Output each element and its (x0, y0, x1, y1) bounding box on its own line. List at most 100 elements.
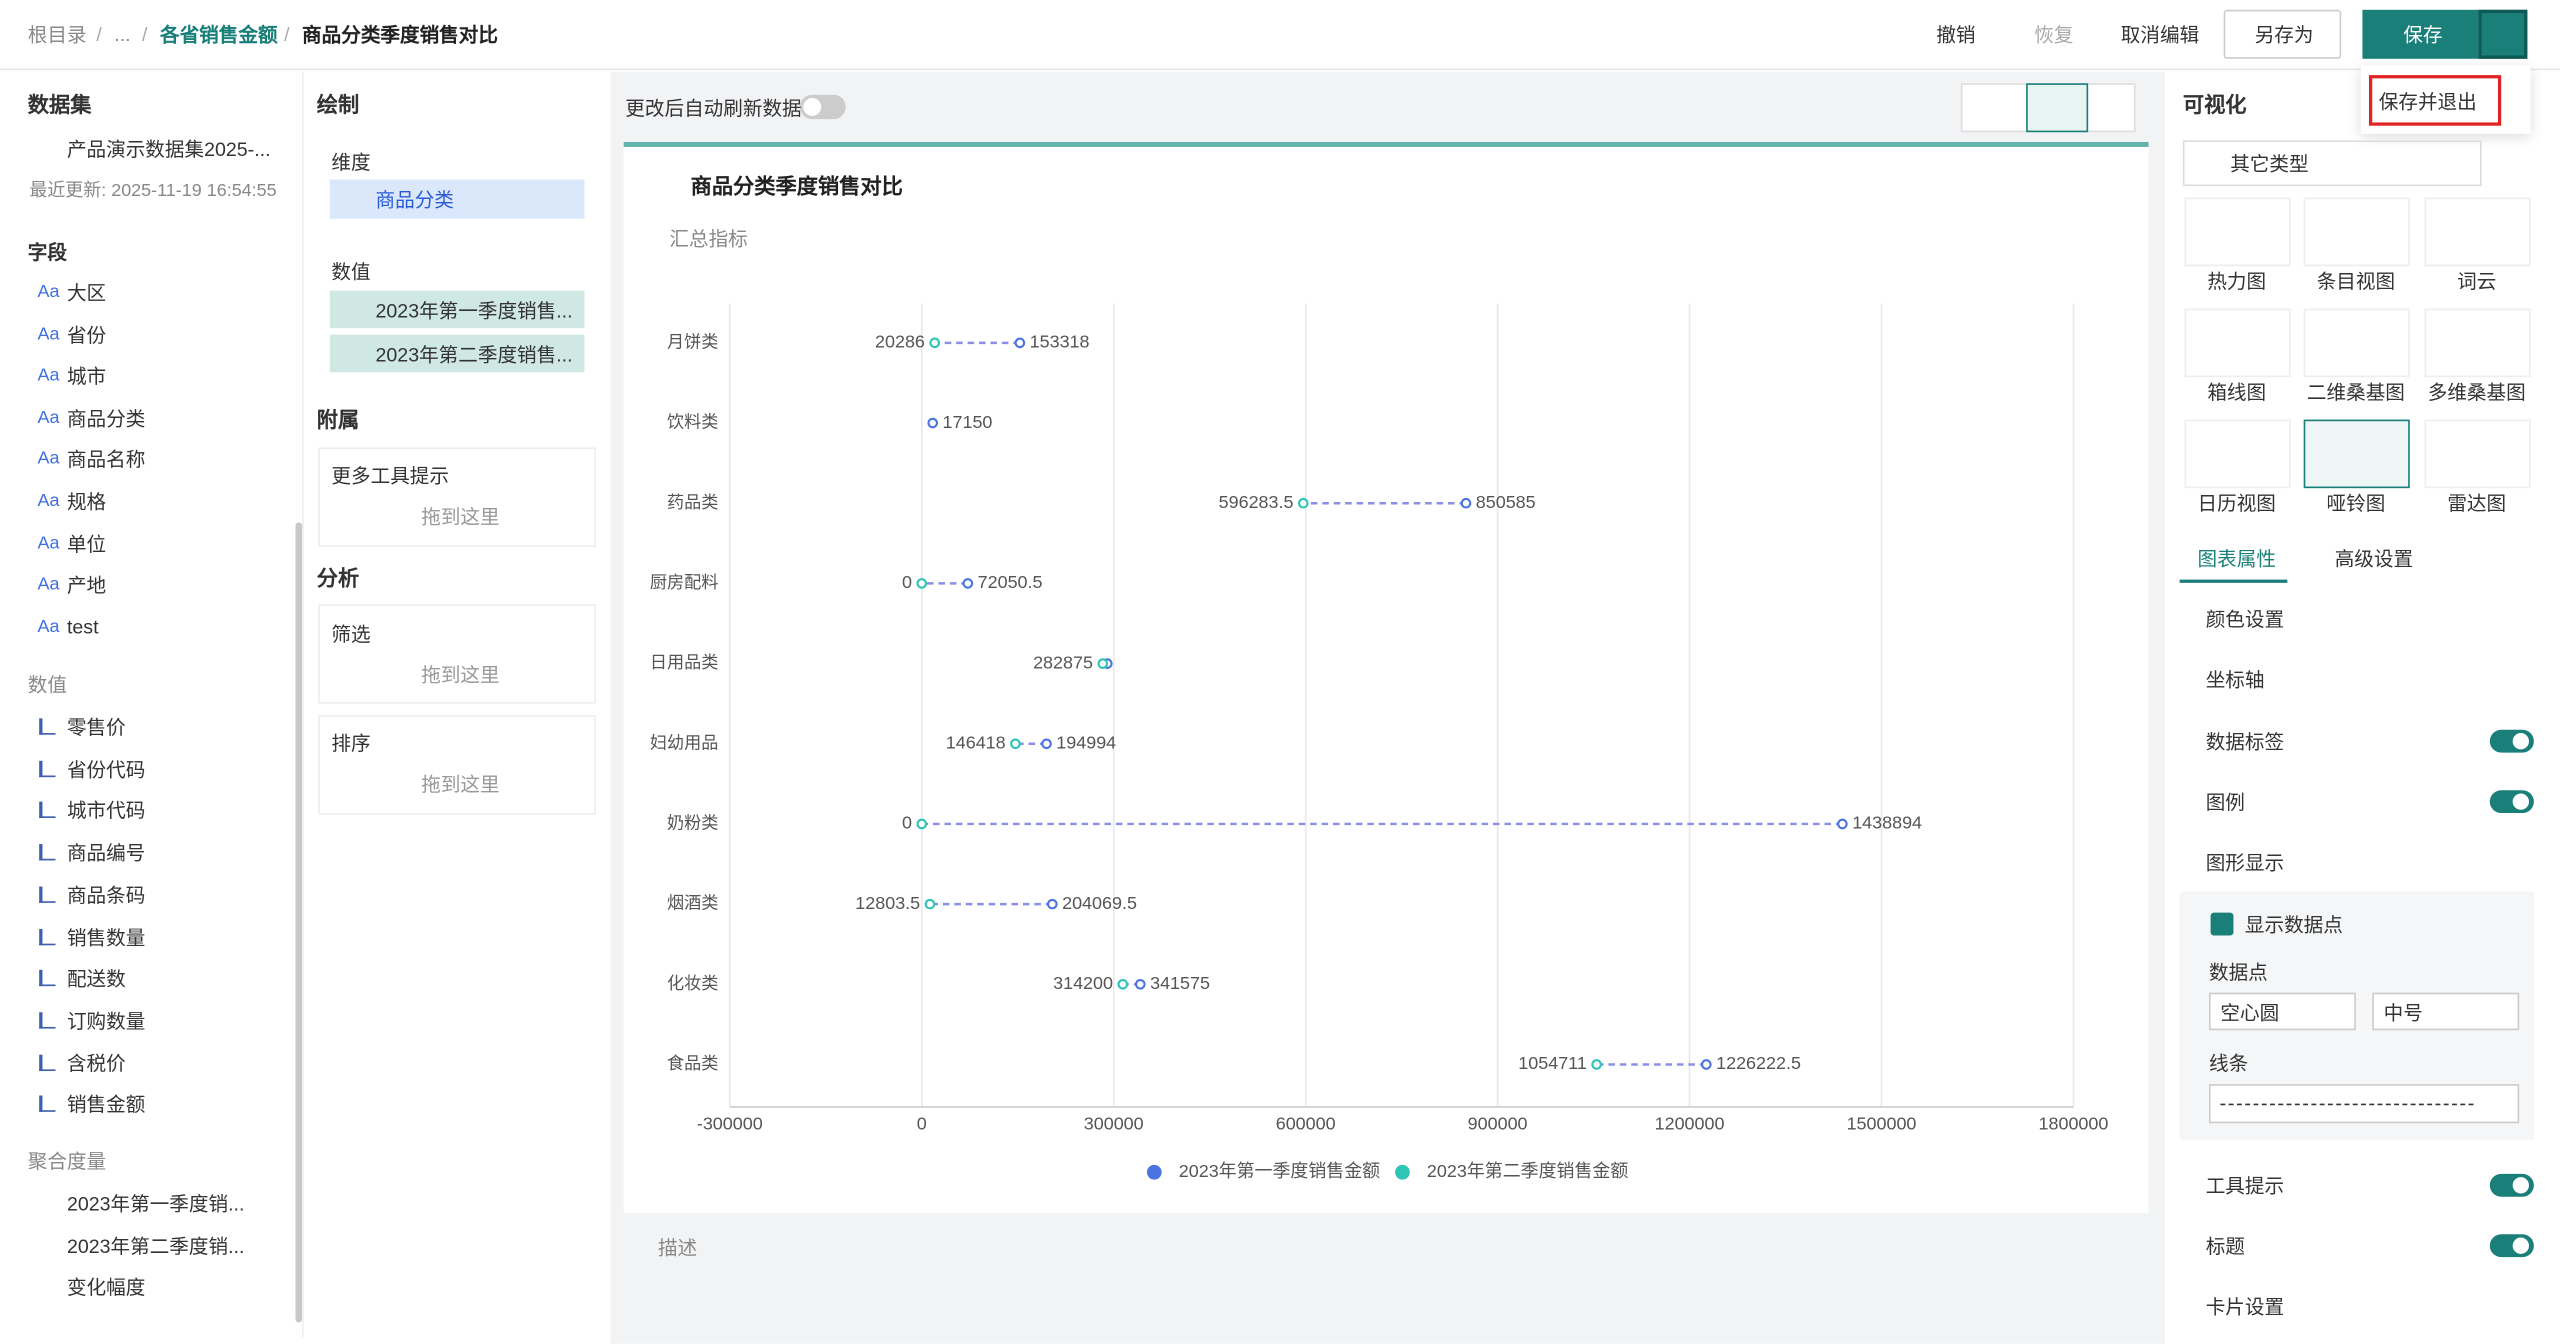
y-tick-label: 日用品类 (650, 652, 719, 672)
agg-item[interactable]: 2023年第二季度销... (66, 1234, 245, 1258)
select-value[interactable]: 中号 (2383, 1001, 2423, 1025)
x-tick-label: 0 (917, 1114, 927, 1134)
chart-type-label[interactable]: 词云 (2457, 270, 2497, 294)
chart: -300000 0 300000 600000 900000 1200000 1500000… (650, 303, 2108, 1181)
field-item[interactable]: 规格 (66, 490, 107, 514)
chart-type[interactable] (2303, 419, 2410, 489)
chart-type-label[interactable]: 雷达图 (2447, 492, 2507, 516)
section-header[interactable]: 颜色设置 (2205, 608, 2285, 632)
agg-item[interactable]: 2023年第一季度销... (66, 1192, 245, 1216)
section-header[interactable]: 图例 (2205, 790, 2245, 814)
panel-title: 可视化 (2182, 92, 2247, 117)
field-item[interactable]: 产地 (66, 574, 107, 598)
label: 排序 (331, 732, 371, 756)
toggle-label: 更改后自动刷新数据 (625, 97, 802, 120)
chart-type[interactable] (2424, 197, 2531, 267)
field-item[interactable]: 配送数 (66, 967, 126, 991)
agg-item[interactable]: 变化幅度 (66, 1276, 146, 1300)
describe-btn[interactable]: 描述 (657, 1236, 698, 1260)
field-item[interactable]: 商品名称 (66, 448, 146, 472)
chart-type-label[interactable]: 哑铃图 (2326, 492, 2386, 516)
save-as-btn[interactable] (2223, 9, 2342, 59)
chart-type-label[interactable]: 箱线图 (2207, 381, 2267, 405)
drop-zone (318, 447, 596, 547)
field-item[interactable]: 省份 (66, 323, 107, 347)
field-item[interactable]: 大区 (66, 281, 107, 305)
action-btn[interactable]: 恢复 (2034, 23, 2074, 47)
chart-view-btn[interactable] (2026, 83, 2089, 133)
toggle-knob (803, 97, 822, 116)
section-header[interactable]: 标题 (2205, 1235, 2245, 1259)
field-item[interactable]: 商品分类 (66, 407, 146, 430)
tab[interactable]: 图表属性 (2197, 547, 2276, 571)
field-item[interactable]: 单位 (66, 532, 107, 556)
breadcrumb[interactable]: ... (114, 22, 131, 46)
field-item[interactable]: 订购数量 (66, 1009, 146, 1033)
field-item[interactable]: 省份代码 (66, 757, 146, 781)
measure-icon (39, 760, 56, 777)
section-header[interactable]: 数据标签 (2205, 729, 2285, 753)
y-tick-label: 厨房配料 (650, 572, 719, 592)
breadcrumb[interactable]: 根目录 (27, 23, 87, 47)
chart-type-label[interactable]: 条目视图 (2316, 270, 2396, 294)
chart-type-label[interactable]: 多维桑基图 (2427, 381, 2526, 405)
chart-type-label[interactable]: 热力图 (2207, 270, 2267, 294)
save-dropdown[interactable] (2478, 9, 2528, 59)
summary-btn[interactable]: 汇总指标 (669, 227, 748, 251)
field-item[interactable]: 销售数量 (66, 925, 146, 949)
action-btn[interactable]: 另存为 (2254, 23, 2314, 47)
breadcrumb: 商品分类季度销售对比 (302, 23, 498, 47)
section-header[interactable]: 卡片设置 (2205, 1296, 2285, 1320)
field-item[interactable]: 销售金额 (66, 1093, 146, 1117)
field-item[interactable]: 零售价 (66, 715, 126, 739)
select-value[interactable]: 其它类型 (2230, 152, 2309, 176)
dataset-name[interactable]: 产品演示数据集2025-... (66, 137, 271, 161)
drop-hint: 拖到这里 (421, 505, 500, 529)
chart-type[interactable] (2424, 308, 2531, 378)
field-item[interactable]: 城市代码 (66, 799, 146, 823)
chart-type[interactable] (2184, 308, 2291, 378)
chart-type[interactable] (2184, 197, 2291, 267)
field-item[interactable]: 商品条码 (66, 883, 146, 907)
data-label: 0 (902, 572, 912, 592)
chart-type[interactable] (2303, 197, 2410, 267)
section-header[interactable]: 工具提示 (2205, 1174, 2285, 1198)
tab[interactable]: 高级设置 (2334, 547, 2414, 571)
save-btn[interactable] (2362, 9, 2479, 59)
data-label: 0 (902, 813, 912, 833)
val-chip[interactable]: 2023年第一季度销售... (375, 299, 573, 323)
legend-label: 2023年第一季度销售金额 (1179, 1161, 1380, 1181)
data-label: 282875 (1033, 652, 1093, 672)
action-btn[interactable]: 取消编辑 (2120, 23, 2200, 47)
select-value[interactable]: 空心圆 (2220, 1001, 2280, 1025)
save-label[interactable]: 保存 (2403, 23, 2443, 47)
separator: / (96, 22, 102, 46)
menu-item[interactable]: 保存并退出 (2378, 90, 2477, 114)
chart-card (623, 142, 2149, 1214)
data-point (924, 898, 936, 910)
chart-type[interactable] (2424, 419, 2531, 489)
section-header[interactable]: 坐标轴 (2205, 669, 2265, 692)
select[interactable] (2372, 992, 2520, 1031)
chart-type-label[interactable]: 二维桑基图 (2306, 381, 2405, 405)
data-label: 341575 (1150, 973, 1210, 993)
chart-type[interactable] (2184, 419, 2291, 489)
data-point (1047, 898, 1058, 910)
select[interactable] (2208, 992, 2356, 1031)
action-btn[interactable]: 撤销 (1936, 23, 1976, 47)
breadcrumb[interactable]: 各省销售金额 (159, 23, 278, 47)
field-item[interactable]: 含税价 (66, 1051, 126, 1075)
field-item[interactable]: 商品编号 (66, 841, 146, 865)
chart-type-label[interactable]: 日历视图 (2197, 492, 2276, 516)
chart-type[interactable] (2303, 308, 2410, 378)
val-chip[interactable]: 2023年第二季度销售... (375, 343, 573, 367)
type-select[interactable] (2182, 140, 2482, 187)
field-item[interactable]: 城市 (66, 365, 107, 389)
separator: / (142, 22, 148, 46)
label: 维度 (331, 151, 371, 174)
checkbox[interactable] (2210, 912, 2234, 936)
field-item[interactable]: test (66, 615, 99, 639)
x-tick-label: 300000 (1084, 1114, 1144, 1134)
section-header[interactable]: 图形显示 (2205, 851, 2285, 875)
dim-chip[interactable]: 商品分类 (375, 188, 454, 212)
